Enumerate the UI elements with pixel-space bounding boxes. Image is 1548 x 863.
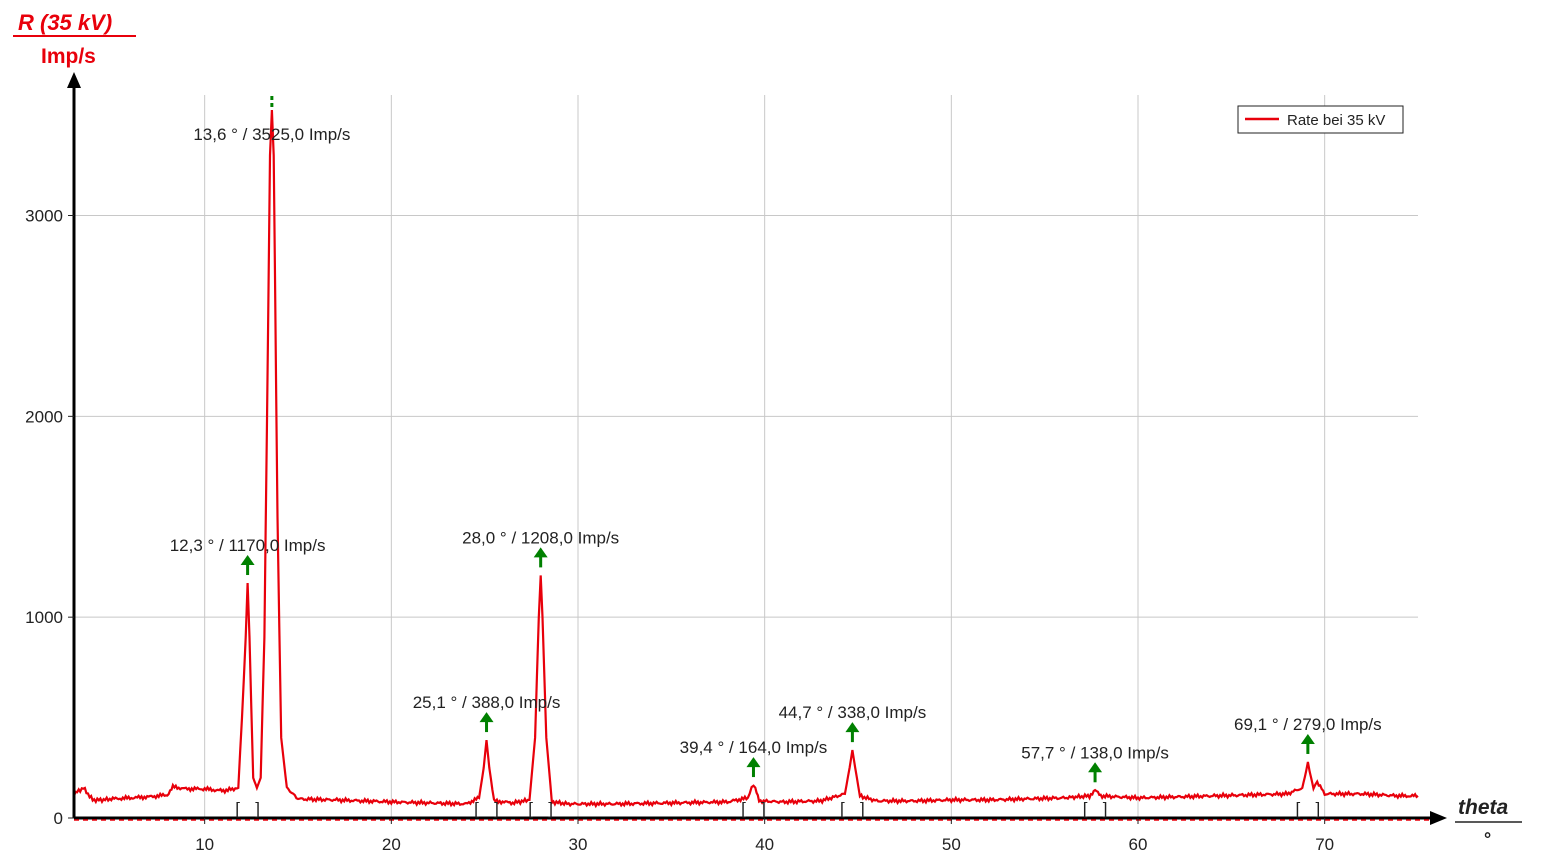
x-tick-label: 10 bbox=[195, 835, 214, 854]
peak-bracket-right: ] bbox=[548, 799, 553, 818]
peak-bracket-left: [ bbox=[1083, 799, 1088, 818]
peak-bracket-left: [ bbox=[1295, 799, 1300, 818]
axes bbox=[67, 72, 1447, 825]
peak-label: 25,1 ° / 388,0 Imp/s bbox=[413, 693, 561, 712]
peak-bracket-right: ] bbox=[1315, 799, 1320, 818]
peak-bracket-left: [ bbox=[474, 799, 479, 818]
y-axis-arrow bbox=[67, 72, 81, 88]
x-tick-label: 60 bbox=[1129, 835, 1148, 854]
peak-bracket-right: ] bbox=[1103, 799, 1108, 818]
peak-bracket-right: ] bbox=[255, 799, 260, 818]
y-tick-label: 2000 bbox=[25, 407, 63, 426]
grid bbox=[74, 95, 1418, 818]
peak-bracket-right: ] bbox=[761, 799, 766, 818]
peak-arrow-head bbox=[1300, 733, 1315, 744]
peak-bracket-left: [ bbox=[235, 799, 240, 818]
peak-arrow-head bbox=[240, 555, 255, 566]
x-tick-label: 30 bbox=[569, 835, 588, 854]
x-tick-label: 40 bbox=[755, 835, 774, 854]
series-layer bbox=[72, 110, 1419, 809]
peak-bracket-right: ] bbox=[860, 799, 865, 818]
peak-arrow-head bbox=[746, 757, 761, 768]
peak-label: 12,3 ° / 1170,0 Imp/s bbox=[170, 536, 326, 555]
x-axis-label: theta bbox=[1458, 796, 1508, 819]
x-axis-arrow bbox=[1430, 811, 1447, 825]
peak-arrow-head bbox=[845, 722, 860, 733]
y-axis-unit: Imp/s bbox=[41, 45, 96, 68]
peak-bracket-right: ] bbox=[494, 799, 499, 818]
legend-entry: Rate bei 35 kV bbox=[1287, 112, 1385, 129]
x-tick-label: 50 bbox=[942, 835, 961, 854]
peak-label: 44,7 ° / 338,0 Imp/s bbox=[779, 703, 927, 722]
peak-bracket-left: [ bbox=[840, 799, 845, 818]
peak-label: 39,4 ° / 164,0 Imp/s bbox=[680, 738, 828, 757]
peak-label: 57,7 ° / 138,0 Imp/s bbox=[1021, 743, 1169, 762]
peak-arrow-head bbox=[1088, 762, 1103, 773]
peak-label: 28,0 ° / 1208,0 Imp/s bbox=[462, 528, 619, 547]
x-tick-label: 70 bbox=[1315, 835, 1334, 854]
peak-bracket-left: [ bbox=[741, 799, 746, 818]
peak-arrow-head bbox=[533, 547, 548, 558]
peak-label: 13,6 ° / 3525,0 Imp/s bbox=[193, 125, 350, 144]
series-line-rate-35kv bbox=[72, 110, 1419, 809]
y-axis-label: R (35 kV) bbox=[18, 10, 112, 35]
peak-annotations: 12,3 ° / 1170,0 Imp/s [] 13,6 ° / 3525,0 I… bbox=[170, 96, 1382, 818]
y-tick-label: 0 bbox=[54, 809, 63, 828]
peak-bracket-left: [ bbox=[528, 799, 533, 818]
y-tick-label: 3000 bbox=[25, 207, 63, 226]
peak-label: 69,1 ° / 279,0 Imp/s bbox=[1234, 715, 1382, 734]
y-tick-label: 1000 bbox=[25, 608, 63, 627]
ticks: 10 20 30 40 50 60 70 0 1000 2000 3000 bbox=[25, 207, 1334, 855]
legend: Rate bei 35 kV bbox=[1237, 105, 1404, 134]
peak-arrow-head bbox=[479, 712, 494, 723]
x-tick-label: 20 bbox=[382, 835, 401, 854]
x-axis-unit: ° bbox=[1484, 829, 1491, 849]
